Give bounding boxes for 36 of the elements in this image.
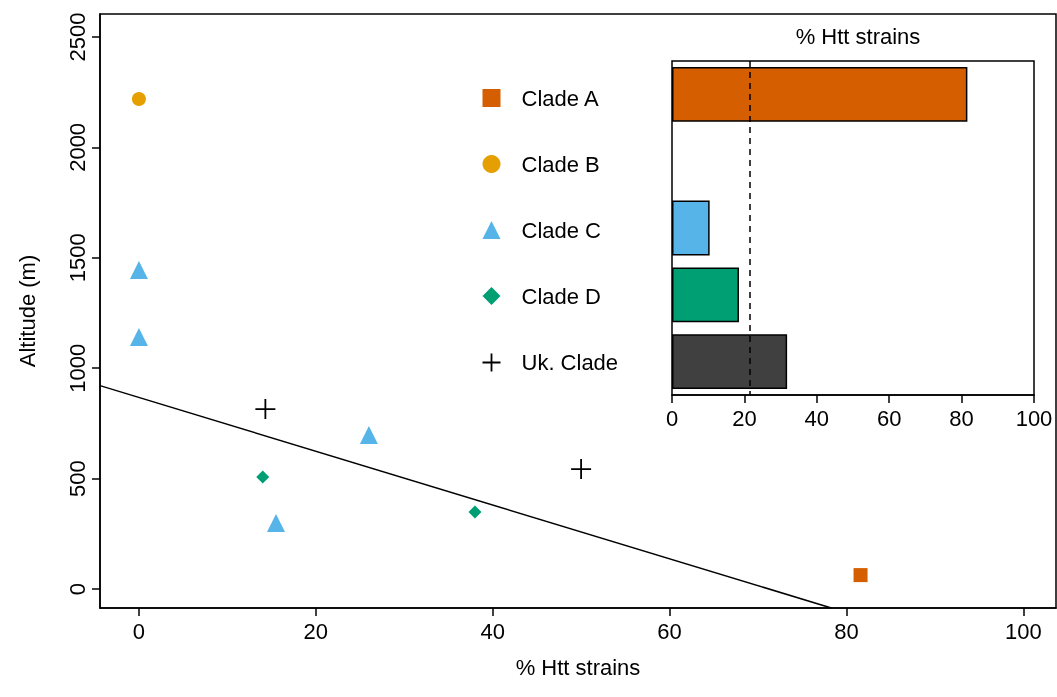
y-tick-label: 2000 — [64, 122, 90, 172]
y-tick-label: 1500 — [64, 233, 90, 283]
y-axis-title: Altitude (m) — [14, 254, 40, 368]
chart-title: % Htt strains — [795, 23, 921, 49]
x-tick-label: 80 — [949, 405, 974, 431]
point — [254, 398, 277, 420]
x-axis-title: % Htt strains — [515, 654, 641, 680]
legend-label: Uk. Clade — [521, 350, 619, 375]
x-tick-label: 0 — [665, 405, 679, 431]
x-tick-label: 40 — [804, 405, 830, 431]
x-tick-label: 100 — [1015, 405, 1053, 431]
x-tick-label: 40 — [480, 618, 505, 644]
x-tick-label: 100 — [1004, 618, 1042, 644]
y-tick-label: 0 — [64, 582, 90, 596]
legend-label: Clade A — [521, 85, 599, 111]
y-tick-label: 500 — [64, 460, 90, 497]
point — [256, 470, 270, 484]
legend-label: Clade B — [521, 151, 600, 177]
point — [129, 328, 148, 347]
x-tick-label: 20 — [303, 618, 329, 644]
point — [359, 426, 378, 445]
point — [266, 513, 285, 532]
legend-label: Clade C — [521, 217, 602, 243]
x-tick-label: 20 — [732, 405, 757, 431]
point — [570, 458, 592, 481]
point — [129, 260, 148, 279]
x-tick-label: 60 — [657, 618, 682, 644]
x-tick-label: 60 — [876, 405, 902, 431]
x-tick-label: 80 — [834, 618, 859, 644]
x-tick-label: 0 — [132, 618, 146, 644]
point — [131, 92, 146, 107]
y-tick-label: 1000 — [64, 343, 90, 393]
legend-label: Clade D — [521, 283, 601, 309]
point — [468, 505, 482, 519]
point — [853, 568, 868, 583]
y-tick-label: 2500 — [64, 12, 90, 62]
